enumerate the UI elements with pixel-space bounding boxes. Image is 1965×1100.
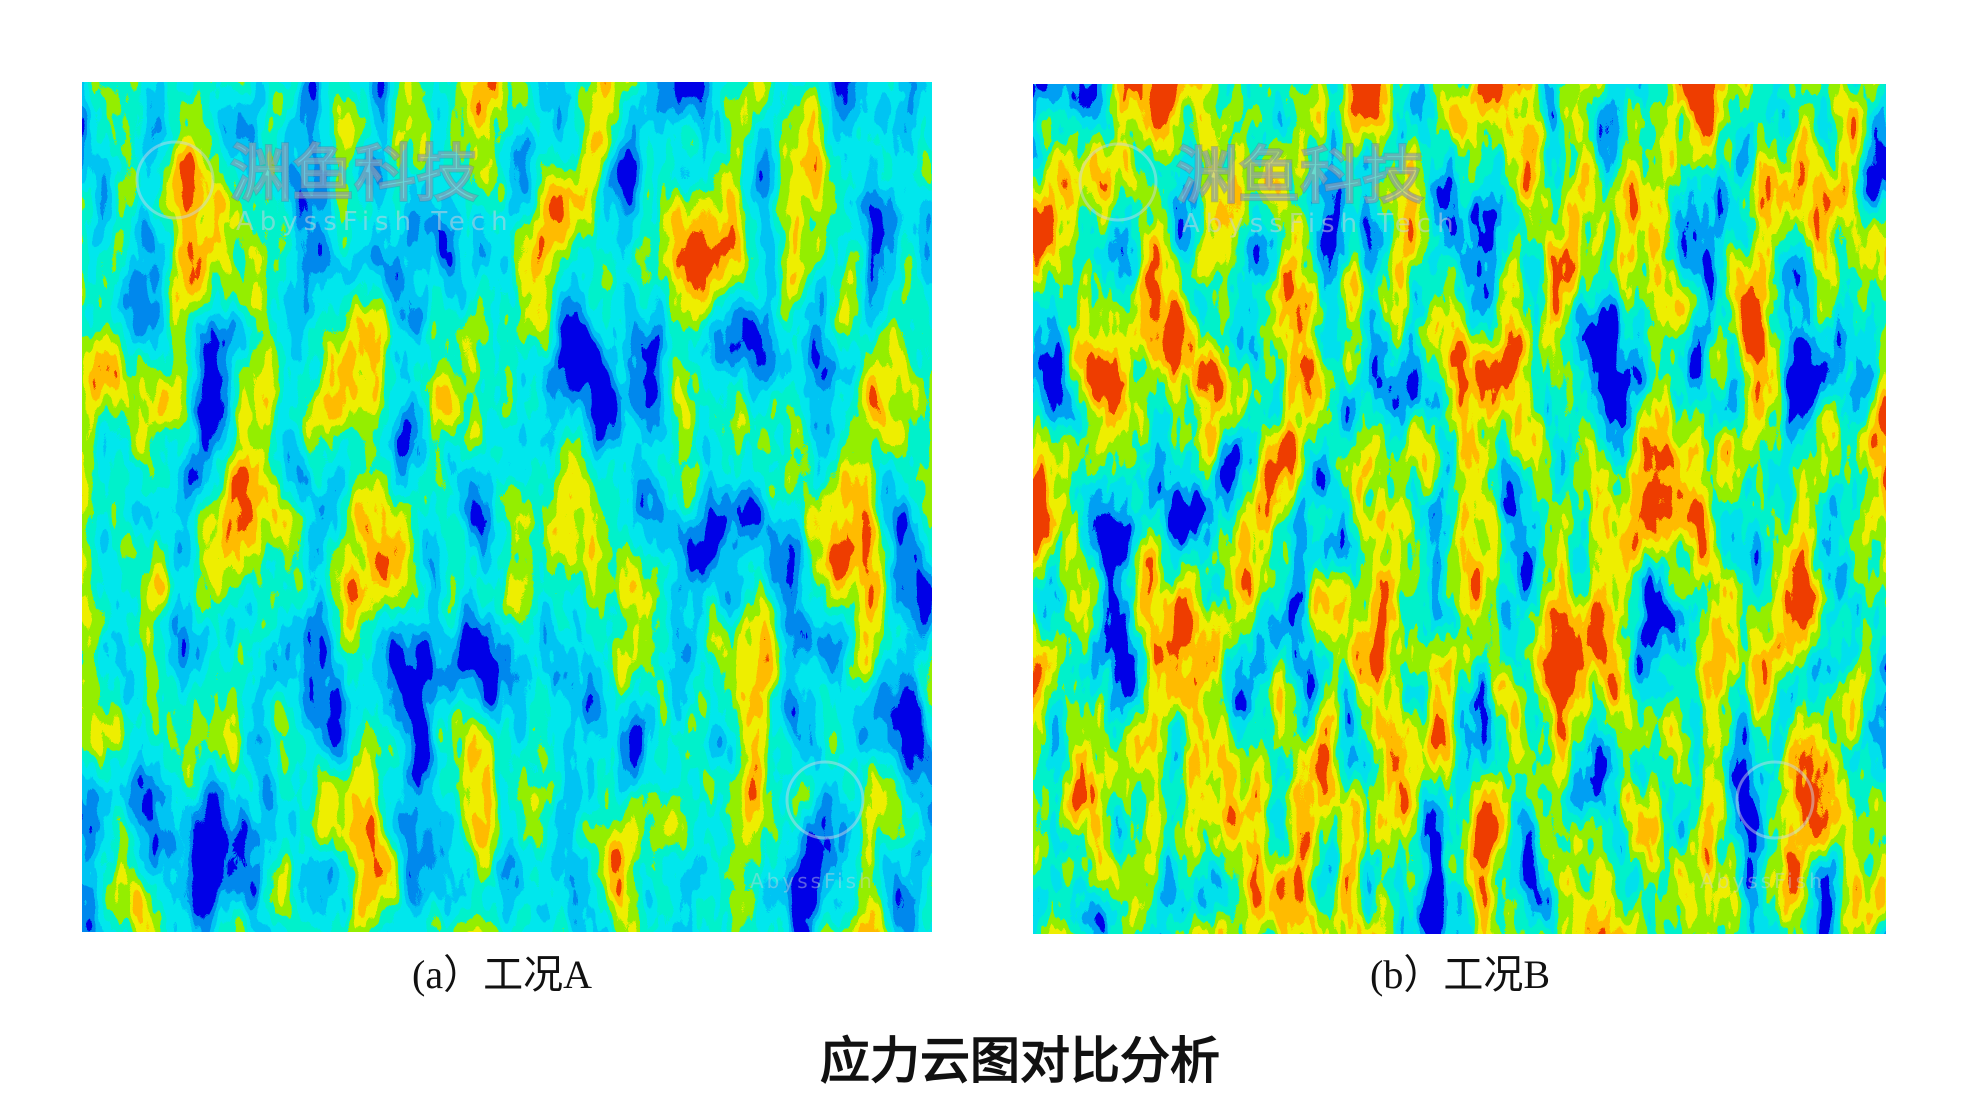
panel-a: 渊鱼科技 AbyssFish Tech AbyssFish (a）工况A <box>82 82 932 997</box>
panel-caption: (b）工况B <box>1370 952 1550 997</box>
watermark-logo <box>1078 142 1158 222</box>
watermark-logo <box>135 140 215 220</box>
watermark-brand: 渊鱼科技 <box>1176 139 1424 212</box>
stress-contour <box>82 82 932 932</box>
figure-title: 应力云图对比分析 <box>820 1032 1220 1090</box>
stress-contour <box>1033 84 1886 934</box>
watermark-logo-text: AbyssFish <box>750 869 875 893</box>
panel-b: 渊鱼科技 AbyssFish Tech AbyssFish (b）工况B <box>1033 84 1886 997</box>
watermark-subtitle: AbyssFish Tech <box>1182 209 1460 239</box>
watermark-subtitle: AbyssFish Tech <box>236 207 514 237</box>
watermark-brand: 渊鱼科技 <box>230 137 478 210</box>
watermark-logo <box>1735 760 1815 840</box>
watermark-logo-text: AbyssFish <box>1700 869 1825 893</box>
watermark-logo <box>785 760 865 840</box>
panel-caption: (a）工况A <box>412 952 592 997</box>
